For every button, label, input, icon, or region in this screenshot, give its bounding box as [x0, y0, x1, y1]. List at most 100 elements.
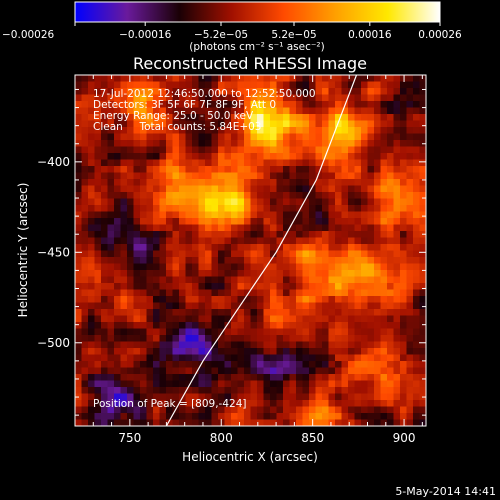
heatmap-cell: [172, 328, 180, 336]
heatmap-cell: [159, 244, 167, 251]
heatmap-cell: [374, 81, 381, 89]
heatmap-cell: [367, 205, 375, 212]
heatmap-cell: [185, 328, 193, 336]
heatmap-cell: [198, 289, 206, 297]
heatmap-cell: [244, 289, 251, 297]
heatmap-cell: [315, 400, 323, 407]
heatmap-cell: [302, 88, 310, 95]
heatmap-cell: [159, 172, 167, 180]
heatmap-cell: [296, 146, 303, 154]
heatmap-cell: [374, 146, 381, 154]
heatmap-cell: [192, 237, 199, 245]
heatmap-cell: [244, 367, 251, 375]
heatmap-cell: [354, 341, 362, 349]
heatmap-cell: [335, 101, 342, 108]
heatmap-cell: [354, 257, 362, 264]
heatmap-cell: [374, 354, 381, 362]
heatmap-cell: [257, 146, 264, 154]
heatmap-cell: [354, 374, 362, 381]
heatmap-cell: [231, 270, 238, 277]
heatmap-cell: [328, 296, 336, 303]
heatmap-cell: [322, 361, 329, 368]
heatmap-cell: [361, 315, 368, 323]
heatmap-cell: [88, 302, 95, 310]
heatmap-cell: [218, 159, 225, 167]
heatmap-cell: [276, 101, 284, 108]
heatmap-cell: [315, 393, 323, 401]
heatmap-cell: [302, 185, 310, 193]
heatmap-cell: [393, 270, 401, 277]
heatmap-cell: [159, 159, 167, 167]
heatmap-cell: [237, 276, 245, 284]
heatmap-cell: [107, 354, 115, 362]
heatmap-cell: [179, 237, 186, 245]
heatmap-cell: [406, 276, 414, 284]
heatmap-cell: [322, 133, 329, 141]
heatmap-cell: [120, 315, 128, 323]
heatmap-cell: [328, 270, 336, 277]
heatmap-cell: [328, 107, 336, 115]
heatmap-cell: [127, 192, 134, 199]
heatmap-cell: [413, 166, 420, 173]
heatmap-cell: [185, 400, 193, 407]
heatmap-cell: [179, 101, 186, 108]
heatmap-cell: [257, 198, 264, 206]
heatmap-cell: [159, 231, 167, 238]
heatmap-cell: [387, 354, 394, 362]
heatmap-cell: [198, 309, 206, 316]
heatmap-cell: [153, 393, 160, 401]
heatmap-cell: [224, 185, 232, 193]
heatmap-cell: [237, 250, 245, 258]
heatmap-cell: [101, 94, 108, 102]
heatmap-cell: [354, 276, 362, 284]
heatmap-cell: [250, 341, 258, 349]
heatmap-cell: [127, 133, 134, 141]
heatmap-cell: [341, 354, 349, 362]
heatmap-cell: [289, 107, 297, 115]
heatmap-cell: [322, 413, 329, 420]
heatmap-cell: [205, 419, 212, 426]
heatmap-cell: [185, 172, 193, 180]
heatmap-cell: [374, 257, 381, 264]
heatmap-cell: [101, 276, 108, 284]
heatmap-cell: [120, 348, 128, 355]
heatmap-cell: [400, 309, 407, 316]
annotation-clean-counts: Clean Total counts: 5.84E+03: [93, 121, 262, 133]
heatmap-cell: [107, 244, 115, 251]
heatmap-cell: [419, 185, 426, 193]
heatmap-cell: [419, 257, 426, 264]
heatmap-cell: [88, 354, 95, 362]
heatmap-cell: [283, 393, 290, 401]
heatmap-cell: [354, 400, 362, 407]
heatmap-cell: [205, 250, 212, 258]
heatmap-cell: [296, 406, 303, 414]
heatmap-cell: [263, 289, 271, 297]
heatmap-cell: [88, 296, 95, 303]
heatmap-cell: [185, 380, 193, 388]
heatmap-cell: [257, 393, 264, 401]
heatmap-cell: [393, 283, 401, 290]
heatmap-cell: [218, 107, 225, 115]
heatmap-cell: [192, 380, 199, 388]
heatmap-cell: [75, 94, 82, 102]
heatmap-cell: [315, 107, 323, 115]
heatmap-cell: [257, 354, 264, 362]
heatmap-cell: [289, 114, 297, 121]
heatmap-cell: [231, 231, 238, 238]
heatmap-cell: [328, 218, 336, 225]
heatmap-cell: [354, 127, 362, 134]
heatmap-cell: [309, 341, 316, 349]
heatmap-cell: [107, 198, 115, 206]
heatmap-cell: [263, 322, 271, 329]
heatmap-cell: [192, 205, 199, 212]
heatmap-cell: [348, 309, 355, 316]
heatmap-cell: [237, 257, 245, 264]
heatmap-cell: [341, 205, 349, 212]
heatmap-cell: [231, 205, 238, 212]
heatmap-cell: [413, 315, 420, 323]
heatmap-cell: [283, 413, 290, 420]
heatmap-cell: [94, 263, 102, 271]
heatmap-cell: [257, 257, 264, 264]
heatmap-cell: [250, 94, 258, 102]
heatmap-cell: [250, 289, 258, 297]
